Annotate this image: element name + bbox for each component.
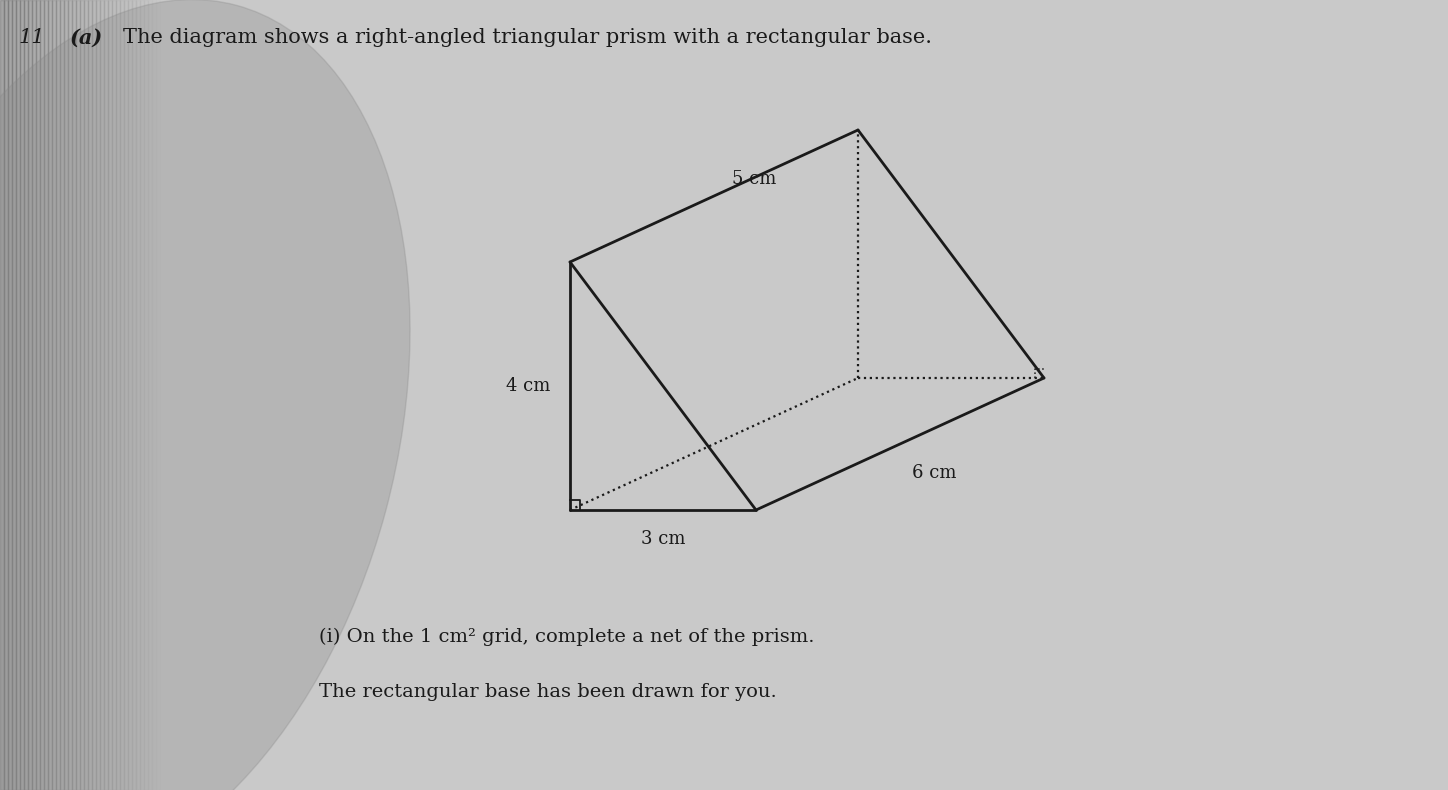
- Bar: [164, 0, 168, 790]
- Bar: [300, 0, 304, 790]
- Bar: [72, 0, 75, 790]
- Bar: [284, 0, 288, 790]
- Ellipse shape: [0, 0, 410, 790]
- Bar: [140, 0, 143, 790]
- Bar: [20, 0, 25, 790]
- Bar: [0, 0, 4, 790]
- Bar: [9, 0, 12, 790]
- Bar: [295, 0, 300, 790]
- Bar: [148, 0, 152, 790]
- Bar: [104, 0, 109, 790]
- Bar: [136, 0, 140, 790]
- Bar: [245, 0, 248, 790]
- Bar: [64, 0, 68, 790]
- Bar: [125, 0, 127, 790]
- Bar: [59, 0, 64, 790]
- Bar: [32, 0, 36, 790]
- Text: 11: 11: [19, 28, 45, 47]
- Bar: [75, 0, 80, 790]
- Bar: [168, 0, 172, 790]
- Bar: [236, 0, 240, 790]
- Text: 3 cm: 3 cm: [641, 530, 685, 548]
- Bar: [84, 0, 88, 790]
- Text: 5 cm: 5 cm: [733, 170, 776, 188]
- Bar: [216, 0, 220, 790]
- Bar: [272, 0, 277, 790]
- Bar: [143, 0, 148, 790]
- Bar: [93, 0, 96, 790]
- Bar: [36, 0, 41, 790]
- Bar: [100, 0, 104, 790]
- Bar: [264, 0, 268, 790]
- Bar: [16, 0, 20, 790]
- Bar: [56, 0, 59, 790]
- Bar: [209, 0, 211, 790]
- Bar: [48, 0, 52, 790]
- Text: 6 cm: 6 cm: [912, 464, 957, 482]
- Bar: [316, 0, 320, 790]
- Bar: [172, 0, 177, 790]
- Bar: [159, 0, 164, 790]
- Bar: [152, 0, 156, 790]
- Text: 4 cm: 4 cm: [505, 377, 550, 395]
- Bar: [127, 0, 132, 790]
- Bar: [43, 0, 48, 790]
- Bar: [261, 0, 264, 790]
- Bar: [96, 0, 100, 790]
- Bar: [184, 0, 188, 790]
- Bar: [116, 0, 120, 790]
- Bar: [224, 0, 227, 790]
- Bar: [12, 0, 16, 790]
- Bar: [109, 0, 111, 790]
- Bar: [248, 0, 252, 790]
- Bar: [220, 0, 224, 790]
- Bar: [4, 0, 9, 790]
- Bar: [88, 0, 93, 790]
- Bar: [25, 0, 28, 790]
- Bar: [288, 0, 292, 790]
- Bar: [211, 0, 216, 790]
- Bar: [232, 0, 236, 790]
- Bar: [132, 0, 136, 790]
- Bar: [292, 0, 295, 790]
- Bar: [195, 0, 200, 790]
- Text: The diagram shows a right-angled triangular prism with a rectangular base.: The diagram shows a right-angled triangu…: [123, 28, 933, 47]
- Bar: [41, 0, 43, 790]
- Bar: [279, 0, 284, 790]
- Bar: [311, 0, 316, 790]
- Bar: [68, 0, 72, 790]
- Bar: [28, 0, 32, 790]
- Bar: [120, 0, 125, 790]
- Bar: [268, 0, 272, 790]
- Bar: [277, 0, 279, 790]
- Bar: [156, 0, 159, 790]
- Bar: [111, 0, 116, 790]
- Bar: [308, 0, 311, 790]
- Bar: [204, 0, 209, 790]
- Bar: [80, 0, 84, 790]
- Bar: [252, 0, 256, 790]
- Bar: [227, 0, 232, 790]
- Bar: [193, 0, 195, 790]
- Bar: [304, 0, 308, 790]
- Text: The rectangular base has been drawn for you.: The rectangular base has been drawn for …: [319, 683, 776, 702]
- Text: (a): (a): [70, 28, 103, 47]
- Bar: [177, 0, 180, 790]
- Bar: [200, 0, 204, 790]
- Bar: [180, 0, 184, 790]
- Bar: [188, 0, 193, 790]
- Bar: [256, 0, 261, 790]
- Text: (i) On the 1 cm² grid, complete a net of the prism.: (i) On the 1 cm² grid, complete a net of…: [319, 628, 814, 646]
- Bar: [52, 0, 56, 790]
- Bar: [240, 0, 245, 790]
